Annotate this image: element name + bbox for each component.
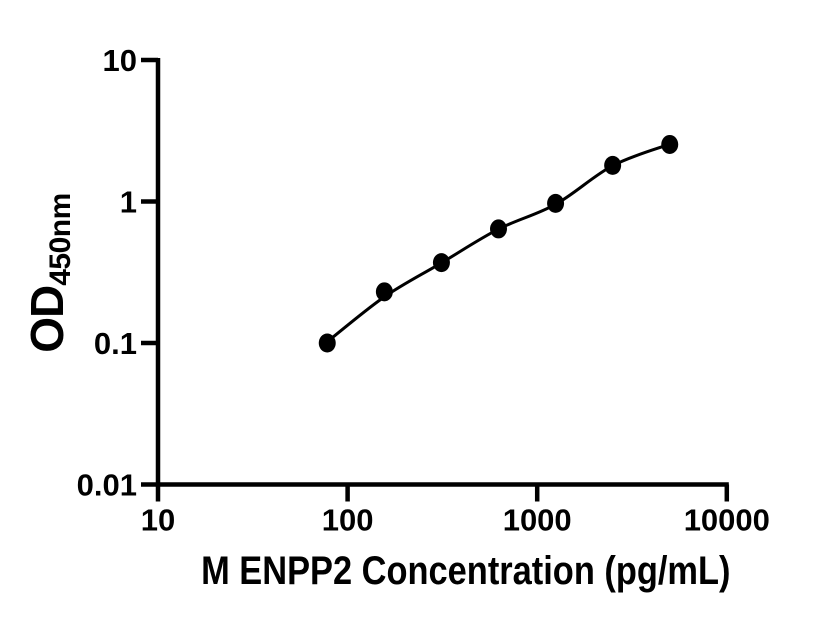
x-axis-tick-label: 10000 — [684, 503, 770, 538]
x-axis-tick-label: 1000 — [503, 503, 572, 538]
y-axis-tick-label: 0.01 — [77, 468, 137, 503]
y-axis-title-main: OD — [21, 285, 73, 353]
data-point — [489, 219, 507, 239]
y-axis-tick-label: 10 — [103, 43, 137, 78]
x-axis-tick-label: 100 — [322, 503, 374, 538]
data-point — [318, 333, 336, 353]
data-point — [604, 155, 622, 175]
x-axis-tick-label: 10 — [141, 503, 175, 538]
y-axis-tick-label: 1 — [120, 185, 137, 220]
x-axis-title-text: M ENPP2 Concentration (pg/mL) — [201, 549, 731, 593]
data-point — [661, 134, 679, 154]
y-axis-title-subscript: 450nm — [44, 193, 77, 286]
data-point — [432, 253, 450, 273]
x-axis-title: M ENPP2 Concentration (pg/mL) — [158, 549, 731, 594]
data-point — [547, 193, 565, 213]
data-point — [375, 282, 393, 302]
fit-curve — [326, 142, 671, 343]
y-axis-title: OD450nm — [20, 193, 78, 353]
y-axis-tick-label: 0.1 — [94, 326, 137, 361]
